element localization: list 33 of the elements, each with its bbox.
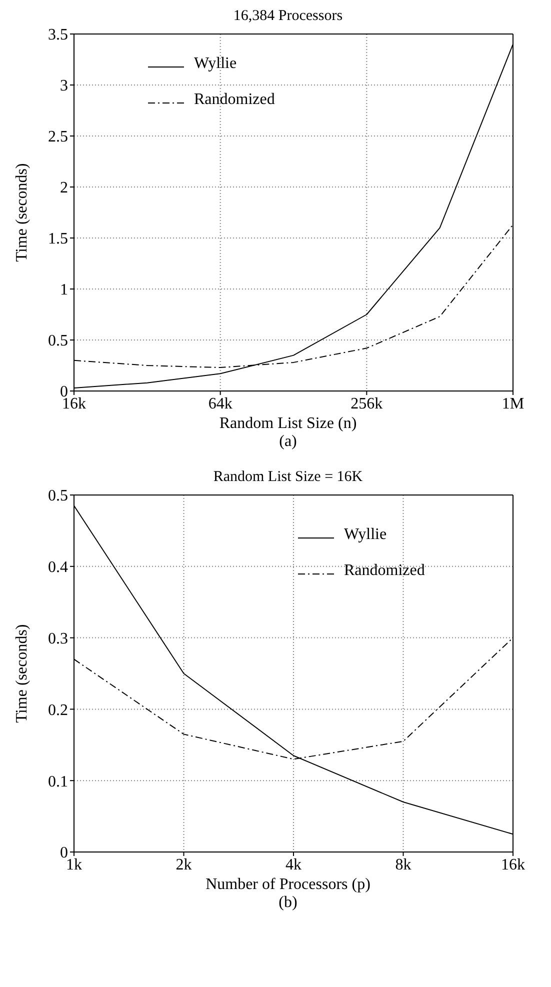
text: (a) [278,433,298,451]
y-tick-label: 0.4 [48,559,68,576]
x-tick-label: 4k [286,856,302,874]
x-tick-label: 2k [176,856,192,874]
legend-label: Wyllie [194,55,237,73]
chart-title: Random List Size = 16K [212,469,364,486]
x-tick-label: 16k [501,856,525,874]
text: (b) [278,894,298,912]
x-tick-label: 64k [208,395,232,412]
y-tick-label: 0.5 [48,488,68,505]
y-tick-label: 0.5 [48,332,68,350]
legend-label: Wyllie [344,526,387,544]
y-tick-label: 0.2 [48,702,68,719]
y-tick-label: 2 [60,180,68,197]
legend-label: Randomized [194,91,275,109]
y-axis-title: Time (seconds) [14,624,31,723]
x-tick-label: 8k [395,856,412,874]
y-tick-label: 2.5 [48,128,68,146]
y-tick-label: 3 [60,78,68,95]
y-tick-label: 0.3 [48,630,68,648]
x-tick-label: 1M [502,395,524,412]
y-tick-label: 0 [60,844,68,862]
x-axis-title: Number of Processors (p) [204,876,372,894]
legend-label: Randomized [344,562,425,580]
x-tick-label: 1k [66,856,82,874]
y-tick-label: 3.5 [48,26,68,44]
x-axis-title: Random List Size (n) [218,415,358,433]
y-axis-title: Time (seconds) [14,163,31,262]
y-tick-label: 0.1 [48,773,68,790]
y-tick-label: 1.5 [48,230,68,248]
y-tick-label: 1 [60,282,68,299]
chart-title: 16,384 Processors [232,8,344,25]
x-tick-label: 256k [350,395,383,412]
